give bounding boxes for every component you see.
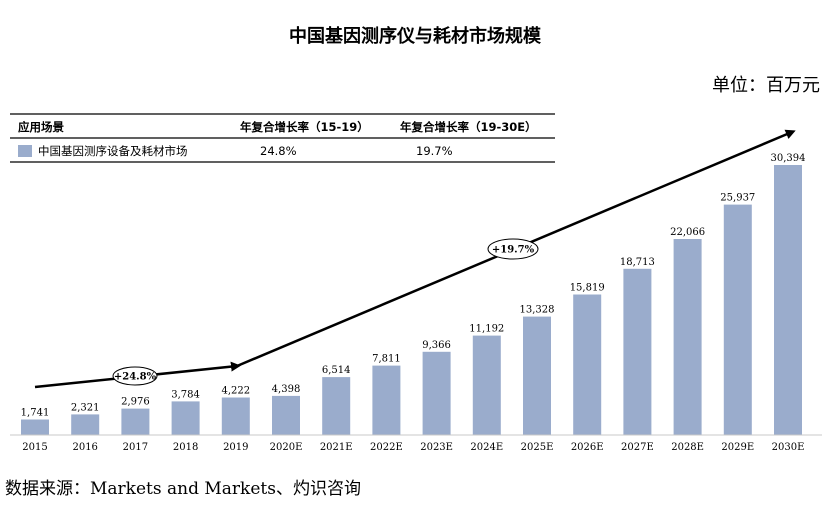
x-tick-2030E: 2030E — [772, 442, 805, 453]
value-label-2021E: 6,514 — [322, 365, 351, 376]
bar-2023E — [422, 351, 451, 435]
legend-series-name: 中国基因测序设备及耗材市场 — [38, 144, 188, 158]
x-tick-2015: 2015 — [22, 442, 47, 453]
cagr-badge-15-19 — [112, 366, 158, 386]
bars-group: 1,741 2,321 2,976 3,784 4,222 4,398 6,514 7,811… — [21, 153, 806, 435]
x-tick-labels: 2015 2016 2017 2018 2019 2020E 2021E 2022E 2023E… — [22, 442, 804, 453]
value-label-2027E: 18,713 — [620, 257, 655, 268]
table-header-scene: 应用场景 — [18, 120, 64, 134]
x-tick-2018: 2018 — [173, 442, 198, 453]
x-tick-2023E: 2023E — [420, 442, 453, 453]
bar-2020E — [272, 395, 300, 435]
value-label-2028E: 22,066 — [670, 227, 705, 238]
value-label-2025E: 13,328 — [520, 305, 555, 316]
x-tick-2028E: 2028E — [671, 442, 704, 453]
chart-title: 中国基因测序仪与耗材市场规模 — [289, 25, 542, 47]
cagr-badge-19-30 — [487, 238, 539, 260]
value-label-2017: 2,976 — [121, 397, 150, 408]
bar-2030E — [774, 165, 802, 435]
cagr-label-19-30: +19.7% — [492, 245, 535, 256]
value-label-2029E: 25,937 — [720, 193, 755, 204]
bar-2025E — [523, 316, 551, 435]
value-label-2019: 4,222 — [221, 386, 250, 397]
cagr-arrow-15-19: +24.8% — [34, 361, 241, 389]
bar-2019 — [221, 397, 250, 435]
value-label-2024E: 11,192 — [469, 324, 504, 335]
x-tick-2027E: 2027E — [621, 442, 654, 453]
bar-2017 — [121, 408, 150, 435]
value-label-2016: 2,321 — [71, 402, 100, 413]
x-tick-2029E: 2029E — [721, 442, 754, 453]
value-label-2015: 1,741 — [21, 408, 50, 419]
bar-2026E — [573, 294, 602, 435]
value-label-2018: 3,784 — [171, 389, 200, 400]
bar-2027E — [623, 268, 652, 435]
value-label-2026E: 15,819 — [570, 283, 605, 294]
bar-2015 — [21, 419, 49, 435]
bar-2018 — [171, 401, 200, 435]
table-header-cagr-19-30: 年复合增长率（19-30E） — [400, 120, 537, 134]
value-label-2023E: 9,366 — [422, 340, 451, 351]
x-tick-2022E: 2022E — [370, 442, 403, 453]
x-tick-2017: 2017 — [123, 442, 148, 453]
bar-2016 — [71, 414, 100, 435]
source-note: 数据来源：Markets and Markets、灼识咨询 — [5, 479, 361, 499]
bar-2024E — [472, 335, 501, 435]
x-tick-2024E: 2024E — [470, 442, 503, 453]
value-label-2030E: 30,394 — [771, 153, 806, 164]
table-cagr-19-30-value: 19.7% — [416, 144, 453, 158]
value-label-2020E: 4,398 — [272, 384, 301, 395]
x-tick-2020E: 2020E — [270, 442, 303, 453]
bar-2028E — [673, 239, 702, 435]
x-tick-2026E: 2026E — [571, 442, 604, 453]
cagr-arrow-19-30: +19.7% — [236, 129, 796, 368]
unit-label: 单位：百万元 — [712, 75, 820, 96]
legend-swatch — [18, 145, 32, 157]
table-header-cagr-15-19: 年复合增长率（15-19） — [240, 120, 369, 134]
value-label-2022E: 7,811 — [372, 354, 401, 365]
x-tick-2021E: 2021E — [320, 442, 353, 453]
x-tick-2016: 2016 — [72, 442, 97, 453]
cagr-table: 应用场景 年复合增长率（15-19） 年复合增长率（19-30E） 中国基因测序… — [10, 113, 555, 163]
cagr-label-15-19: +24.8% — [114, 372, 157, 383]
bar-2021E — [322, 377, 351, 435]
bar-2022E — [372, 365, 401, 435]
table-cagr-15-19-value: 24.8% — [260, 144, 297, 158]
bar-2029E — [723, 204, 752, 435]
x-tick-2019: 2019 — [223, 442, 248, 453]
x-tick-2025E: 2025E — [521, 442, 554, 453]
